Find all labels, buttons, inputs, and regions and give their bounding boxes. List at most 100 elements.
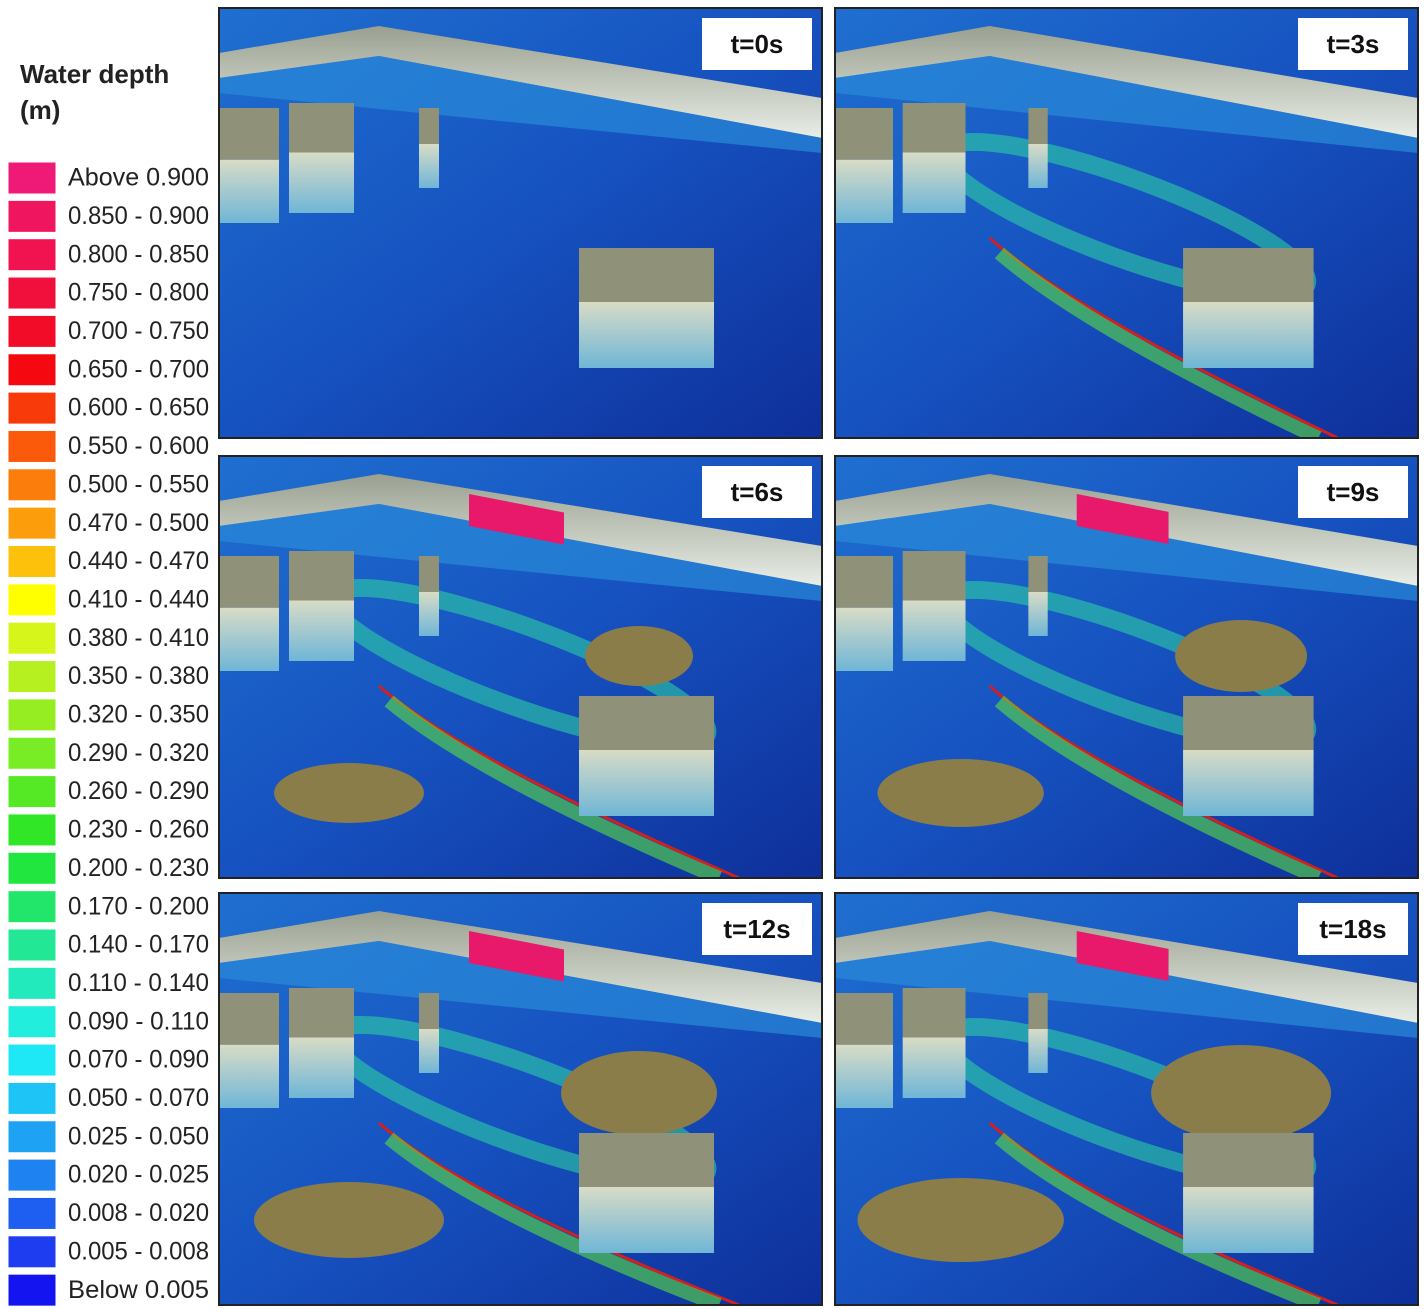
wall-peak: [1076, 930, 1169, 981]
building-top: [835, 993, 894, 1045]
building-top: [579, 1133, 714, 1187]
legend-label: 0.070 - 0.090: [68, 1046, 209, 1074]
building-face: [289, 152, 354, 213]
legend-swatch: [7, 314, 57, 348]
panel-view: [835, 456, 1418, 878]
panel-border: [218, 455, 823, 879]
legend-swatch: [7, 736, 57, 770]
panel-label-box: [702, 903, 812, 955]
legend-label: 0.550 - 0.600: [68, 432, 209, 460]
panel: t=6s: [218, 455, 823, 879]
legend-swatch: [7, 1043, 57, 1077]
legend-label: 0.500 - 0.550: [68, 470, 209, 498]
legend-label: Below 0.005: [68, 1276, 209, 1304]
panel-label: t=0s: [731, 29, 784, 59]
building-top: [419, 993, 439, 1029]
legend-label: 0.380 - 0.410: [68, 624, 209, 652]
legend-swatch: [7, 966, 57, 1000]
legend-label: 0.470 - 0.500: [68, 509, 209, 537]
building-top: [835, 556, 894, 608]
building-top: [1183, 1133, 1314, 1187]
building-face: [1183, 750, 1314, 816]
panel-view: [219, 456, 822, 878]
legend-swatch: [7, 621, 57, 655]
panel-label-box: [1298, 903, 1408, 955]
legend-swatch: [7, 1158, 57, 1192]
panel-label-box: [1298, 18, 1408, 70]
legend-label: 0.230 - 0.260: [68, 816, 209, 844]
panel-label: t=18s: [1319, 914, 1386, 944]
legend: Above 0.900 0.850 - 0.900 0.800 - 0.850 0.7…: [7, 161, 209, 1307]
wall-shadow: [219, 56, 822, 153]
panel: t=18s: [834, 892, 1419, 1306]
flow-green: [384, 1132, 722, 1305]
building-top: [902, 988, 966, 1038]
legend-swatch: [7, 545, 57, 578]
legend-label: 0.050 - 0.070: [68, 1084, 209, 1112]
panel-border: [834, 892, 1419, 1306]
legend-label: 0.008 - 0.020: [68, 1199, 209, 1227]
legend-swatch: [7, 1005, 57, 1039]
building-face: [835, 159, 894, 223]
panel-view: [219, 893, 822, 1305]
legend-swatch: [7, 468, 57, 502]
legend-label: 0.850 - 0.900: [68, 202, 209, 230]
building-top: [1028, 108, 1048, 144]
tank-wall: [835, 26, 1418, 138]
panel-view: [835, 8, 1418, 438]
legend-label: 0.005 - 0.008: [68, 1237, 209, 1265]
panel-border: [218, 7, 823, 439]
panel-label: t=6s: [731, 477, 784, 507]
legend-swatch: [7, 199, 57, 233]
legend-label: 0.110 - 0.140: [68, 969, 209, 997]
legend-label: 0.170 - 0.200: [68, 892, 209, 920]
building-top: [579, 248, 714, 302]
wall-peak: [469, 930, 564, 982]
legend-label: 0.440 - 0.470: [68, 547, 209, 575]
panel-label: t=3s: [1327, 29, 1380, 59]
legend-label: 0.200 - 0.230: [68, 854, 209, 882]
legend-swatch: [7, 276, 57, 310]
legend-label: 0.350 - 0.380: [68, 662, 209, 690]
legend-label: 0.090 - 0.110: [68, 1007, 209, 1035]
panel-label-box: [702, 466, 812, 518]
legend-label: 0.290 - 0.320: [68, 739, 209, 767]
panel-label-box: [702, 18, 812, 70]
wall-shadow: [219, 941, 822, 1038]
panel-border: [834, 7, 1419, 439]
legend-swatch: [7, 1120, 57, 1154]
building-face: [419, 144, 439, 188]
legend-label: 0.650 - 0.700: [68, 355, 209, 383]
panel-border: [218, 892, 823, 1306]
legend-label: 0.410 - 0.440: [68, 585, 209, 613]
building-top: [902, 103, 966, 153]
building-face: [902, 1037, 966, 1098]
legend-swatch: [7, 928, 57, 962]
legend-swatch: [7, 238, 57, 272]
legend-unit: (m): [20, 95, 60, 125]
legend-label: 0.750 - 0.800: [68, 279, 209, 307]
legend-swatch: [7, 851, 57, 885]
panel-label: t=12s: [723, 914, 790, 944]
legend-label: Above 0.900: [68, 164, 209, 192]
legend-label: 0.140 - 0.170: [68, 931, 209, 959]
wall-shadow: [835, 941, 1418, 1038]
legend-label: 0.700 - 0.750: [68, 317, 209, 345]
legend-swatch: [7, 506, 57, 540]
building-top: [1028, 556, 1048, 592]
panel: t=9s: [834, 455, 1419, 879]
dry-patch: [561, 1051, 717, 1135]
panel-view: [219, 8, 822, 438]
panel-view: [835, 893, 1418, 1305]
building-face: [289, 600, 354, 661]
building-top: [579, 696, 714, 750]
dry-patch: [1151, 1045, 1332, 1141]
legend-swatch: [7, 698, 57, 732]
building-top: [835, 108, 894, 160]
building-top: [419, 556, 439, 592]
legend-swatch: [7, 1196, 57, 1230]
panel: t=12s: [218, 892, 823, 1306]
dry-patch: [585, 626, 693, 686]
flow-green: [994, 247, 1322, 438]
